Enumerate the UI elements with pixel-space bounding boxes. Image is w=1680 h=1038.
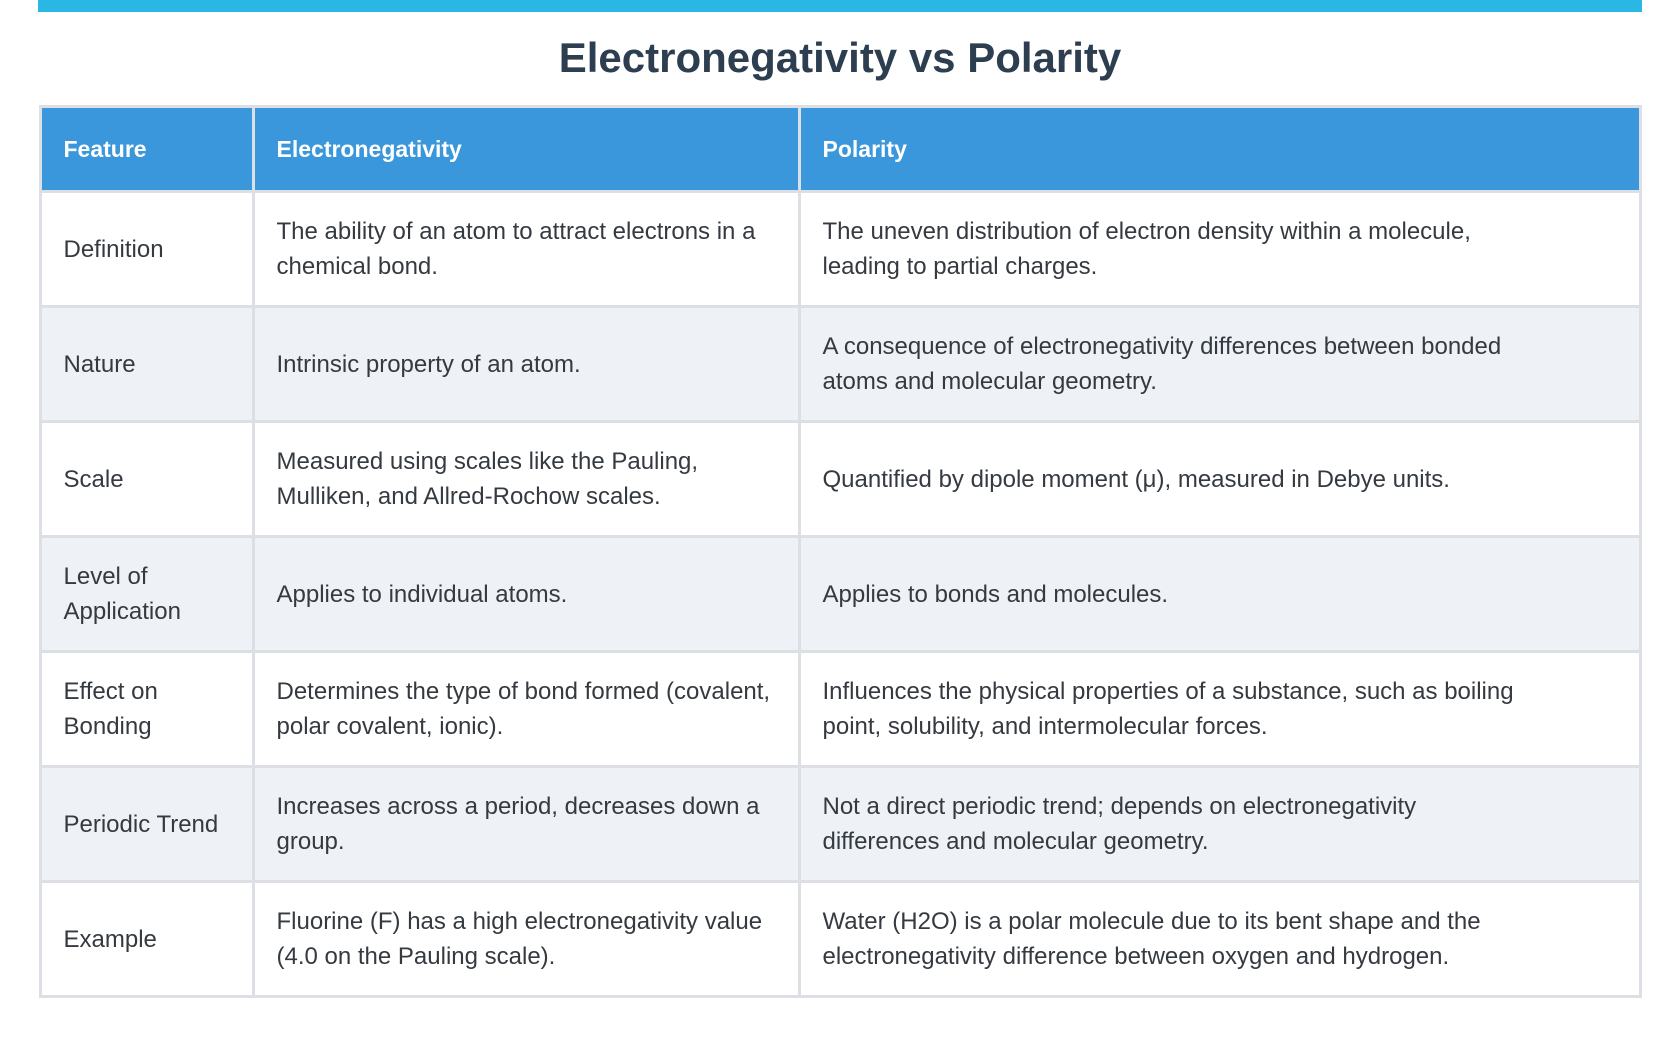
cell-text: A consequence of electronegativity diffe… [822,333,1502,395]
cell-text: Fluorine (F) has a high electronegativit… [276,908,763,970]
cell-text: Increases across a period, decreases dow… [276,793,760,855]
electronegativity-cell: Fluorine (F) has a high electronegativit… [251,880,801,998]
table-row: Effect on Bonding Determines the type of… [38,650,1642,768]
cell-text: Definition [63,235,164,263]
feature-cell: Level of Application [38,535,255,653]
electronegativity-cell: Increases across a period, decreases dow… [251,765,801,883]
table-row: Nature Intrinsic property of an atom. A … [38,305,1642,423]
feature-cell: Nature [38,305,255,423]
polarity-cell: Not a direct periodic trend; depends on … [797,765,1642,883]
feature-cell: Periodic Trend [38,765,255,883]
cell-text: Water (H2O) is a polar molecule due to i… [822,908,1481,970]
polarity-cell: Influences the physical properties of a … [797,650,1642,768]
polarity-cell: Applies to bonds and molecules. [797,535,1642,653]
cell-text: Scale [63,465,124,493]
column-header-feature: Feature [38,105,255,193]
electronegativity-cell: Applies to individual atoms. [251,535,801,653]
comparison-table: Feature Electronegativity Polarity Defin… [38,105,1642,998]
table-row: Periodic Trend Increases across a period… [38,765,1642,883]
cell-text: Periodic Trend [63,810,219,838]
cell-text: Applies to individual atoms. [276,580,568,608]
polarity-cell: A consequence of electronegativity diffe… [797,305,1642,423]
electronegativity-cell: Measured using scales like the Pauling, … [251,420,801,538]
polarity-cell: The uneven distribution of electron dens… [797,190,1642,308]
cell-text: The uneven distribution of electron dens… [822,218,1471,280]
column-header-electronegativity: Electronegativity [251,105,801,193]
cell-text: Level of Application [63,563,181,625]
cell-text: Effect on Bonding [63,678,158,740]
table-row: Level of Application Applies to individu… [38,535,1642,653]
cell-text: Measured using scales like the Pauling, … [276,448,699,510]
electronegativity-cell: The ability of an atom to attract electr… [251,190,801,308]
cell-text: Example [63,925,157,953]
cell-text: Determines the type of bond formed (cova… [276,678,771,740]
cell-text: The ability of an atom to attract electr… [276,218,756,280]
feature-cell: Example [38,880,255,998]
cell-text: Applies to bonds and molecules. [822,580,1169,608]
electronegativity-cell: Determines the type of bond formed (cova… [251,650,801,768]
table-row: Scale Measured using scales like the Pau… [38,420,1642,538]
table-row: Example Fluorine (F) has a high electron… [38,880,1642,998]
header-row: Feature Electronegativity Polarity [38,105,1642,193]
polarity-cell: Quantified by dipole moment (μ), measure… [797,420,1642,538]
cell-text: Intrinsic property of an atom. [276,350,581,378]
cell-text: Quantified by dipole moment (μ), measure… [822,465,1450,493]
cell-text: Not a direct periodic trend; depends on … [822,793,1417,855]
feature-cell: Effect on Bonding [38,650,255,768]
feature-cell: Scale [38,420,255,538]
accent-bar [38,0,1642,12]
electronegativity-cell: Intrinsic property of an atom. [251,305,801,423]
column-header-polarity: Polarity [797,105,1642,193]
cell-text: Influences the physical properties of a … [822,678,1514,740]
polarity-cell: Water (H2O) is a polar molecule due to i… [797,880,1642,998]
page-title: Electronegativity vs Polarity [558,34,1122,81]
table-row: Definition The ability of an atom to att… [38,190,1642,308]
cell-text: Nature [63,350,136,378]
feature-cell: Definition [38,190,255,308]
